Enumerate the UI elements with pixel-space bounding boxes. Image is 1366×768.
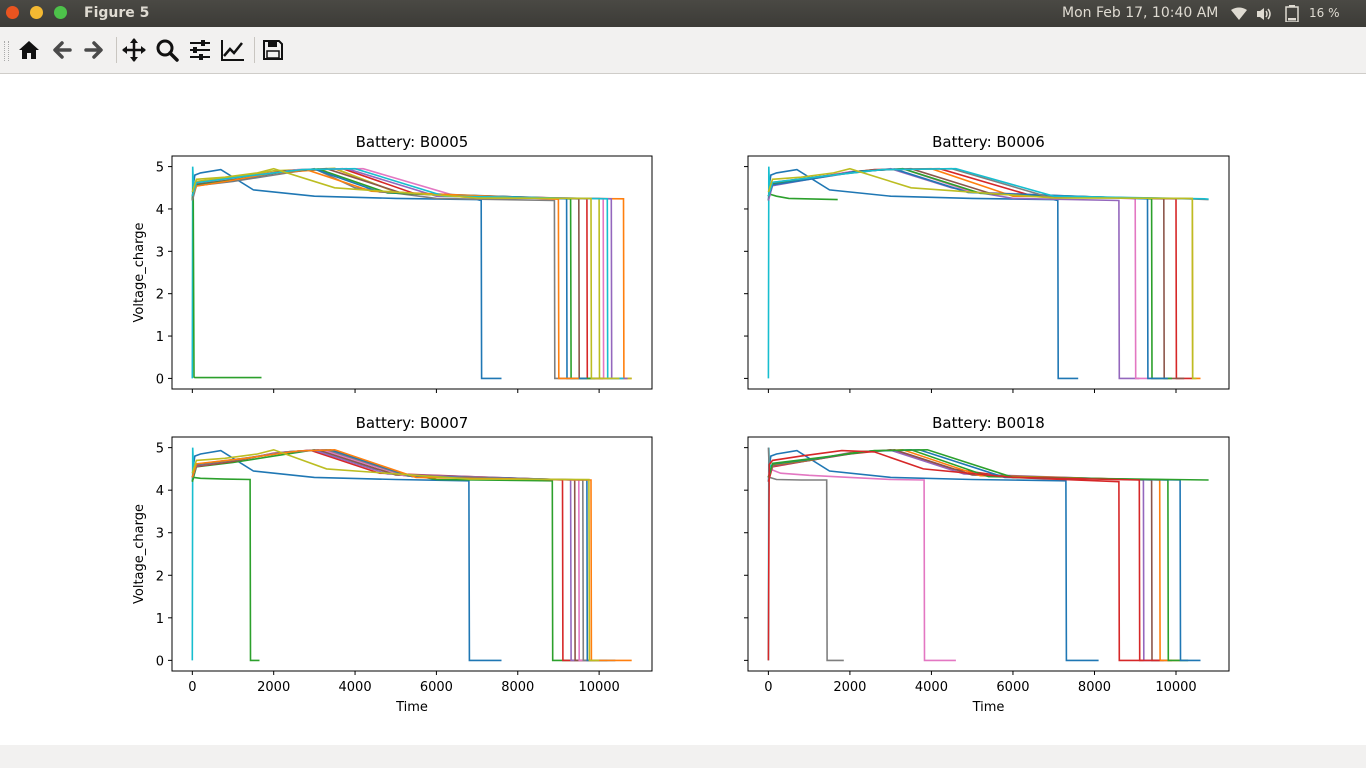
home-button[interactable]	[15, 36, 43, 64]
series-line-1-2	[767, 193, 838, 201]
y-axis-label: Voltage_charge	[132, 504, 147, 604]
axes-frame	[747, 155, 1230, 390]
forward-button[interactable]	[80, 36, 108, 64]
series-line-2-10	[191, 448, 632, 662]
series-line-0-7	[191, 167, 628, 380]
arrow-left-icon	[53, 41, 72, 59]
toolbar-grip[interactable]	[4, 41, 9, 61]
y-axis-label: Voltage_charge	[132, 223, 147, 323]
wifi-icon[interactable]	[1230, 6, 1248, 25]
series-line-0-3	[191, 167, 575, 380]
y-tick-label: 2	[156, 569, 164, 584]
floppy-disk-icon	[263, 40, 283, 60]
volume-icon[interactable]	[1256, 6, 1274, 25]
series-line-2-2	[191, 476, 260, 662]
y-tick-label: 0	[156, 372, 164, 387]
series-line-0-14	[191, 167, 620, 380]
series-line-0-2	[191, 187, 262, 379]
x-tick-label: 8000	[501, 680, 534, 695]
battery-icon[interactable]	[1285, 5, 1299, 26]
x-tick-label: 6000	[996, 680, 1029, 695]
series-line-3-9	[767, 448, 1201, 662]
subplot-title: Battery: B0006	[932, 133, 1045, 151]
y-tick-label: 1	[156, 612, 164, 627]
navigation-toolbar	[0, 27, 1366, 74]
subplot-title: Battery: B0007	[356, 414, 469, 432]
line-chart-icon	[221, 40, 244, 61]
x-tick-label: 10000	[578, 680, 619, 695]
series-line-1-0	[767, 168, 1079, 380]
y-tick-label: 5	[156, 442, 164, 457]
series-line-3-2	[767, 447, 844, 662]
x-axis-label: Time	[395, 700, 428, 715]
figure-canvas[interactable]: 0 1 2 3 4 5 Battery: B0005 Voltage_charge Batter…	[0, 74, 1366, 745]
window-titlebar: Figure 5 Mon Feb 17, 10:40 AM 16 %	[0, 0, 1366, 27]
series-line-2-11	[191, 448, 600, 662]
series-line-3-11	[767, 449, 1160, 662]
series-line-0-0	[191, 168, 502, 380]
series-line-3-3	[767, 467, 956, 662]
series-line-3-0	[767, 449, 1099, 662]
subplots-button[interactable]	[186, 36, 214, 64]
x-tick-label: 6000	[420, 680, 453, 695]
system-clock[interactable]: Mon Feb 17, 10:40 AM	[1062, 5, 1219, 21]
home-icon	[19, 41, 39, 59]
zoom-button[interactable]	[153, 36, 181, 64]
maximize-window-button[interactable]	[54, 6, 67, 19]
y-tick-label: 5	[156, 161, 164, 176]
x-tick-label: 10000	[1155, 680, 1196, 695]
battery-percentage: 16 %	[1309, 6, 1340, 20]
y-tick-label: 2	[156, 288, 164, 303]
toolbar-separator	[116, 37, 117, 63]
move-icon	[122, 38, 146, 62]
series-line-0-12	[191, 168, 579, 380]
back-button[interactable]	[48, 36, 76, 64]
arrow-right-icon	[84, 41, 103, 59]
series-line-1-3	[767, 167, 1140, 380]
x-tick-label: 8000	[1078, 680, 1111, 695]
close-window-button[interactable]	[6, 6, 19, 19]
x-tick-label: 4000	[339, 680, 372, 695]
series-line-2-0	[191, 449, 502, 662]
y-tick-label: 0	[156, 654, 164, 669]
minimize-window-button[interactable]	[30, 6, 43, 19]
pan-button[interactable]	[120, 36, 148, 64]
series-line-0-5	[191, 167, 632, 380]
x-tick-label: 0	[764, 680, 772, 695]
y-tick-label: 4	[156, 203, 164, 218]
x-tick-label: 2000	[257, 680, 290, 695]
sliders-icon	[190, 40, 210, 60]
toolbar-separator	[254, 37, 255, 63]
subplot-title: Battery: B0018	[932, 414, 1045, 432]
x-tick-label: 2000	[833, 680, 866, 695]
subplot-title: Battery: B0005	[356, 133, 469, 151]
axes-frame	[171, 155, 653, 390]
y-tick-label: 1	[156, 330, 164, 345]
series-line-0-13	[191, 167, 624, 380]
series-line-2-5	[191, 449, 591, 662]
series-line-0-4	[191, 167, 632, 380]
x-tick-label: 4000	[915, 680, 948, 695]
series-line-3-8	[767, 448, 1189, 662]
edit-axis-button[interactable]	[219, 36, 247, 64]
save-button[interactable]	[259, 36, 287, 64]
status-bar	[0, 745, 1366, 768]
magnifier-icon	[156, 39, 179, 62]
window-title: Figure 5	[84, 5, 150, 21]
series-line-1-12	[767, 167, 1197, 380]
y-tick-label: 4	[156, 484, 164, 499]
y-tick-label: 3	[156, 527, 164, 542]
figure-svg[interactable]: 0 1 2 3 4 5 Battery: B0005 Voltage_charge Batter…	[0, 74, 1366, 745]
x-axis-label: Time	[972, 700, 1005, 715]
series-line-3-4	[767, 448, 1144, 662]
axes-frame	[747, 436, 1230, 672]
y-tick-label: 3	[156, 245, 164, 260]
x-tick-label: 0	[188, 680, 196, 695]
axes-frame	[171, 436, 653, 672]
